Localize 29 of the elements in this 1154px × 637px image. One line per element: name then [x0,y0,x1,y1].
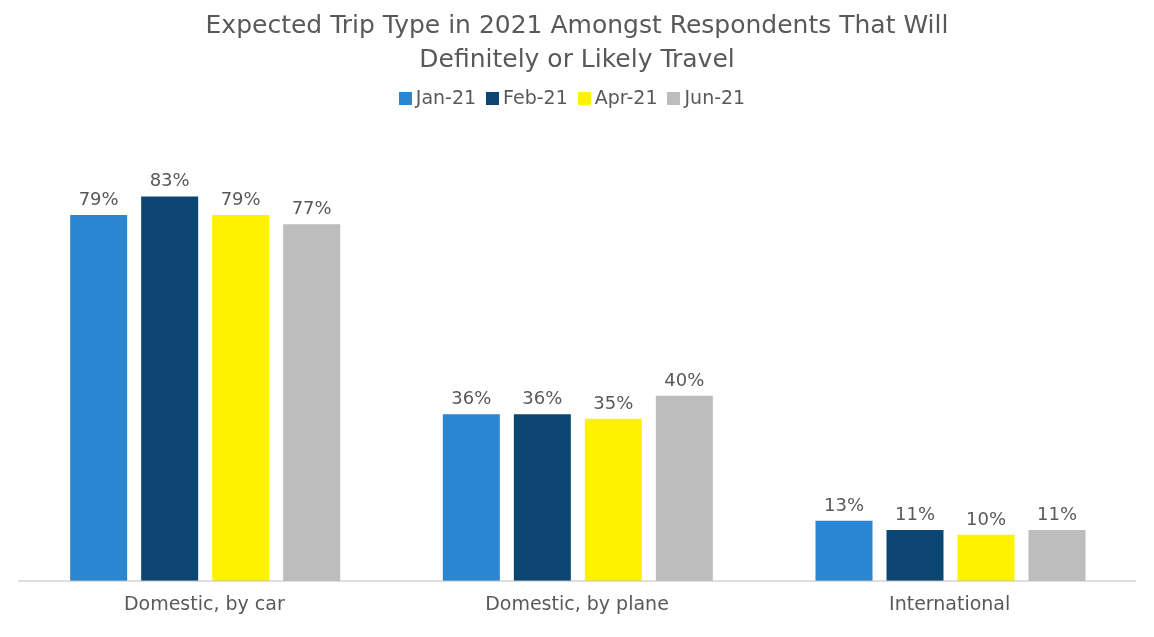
data-label: 40% [664,368,705,390]
legend-label: Jun-21 [684,86,746,108]
bar [442,414,500,581]
bar [584,418,642,581]
bar [815,520,873,581]
data-label: 35% [593,391,634,413]
data-label: 13% [824,493,865,515]
data-label: 11% [1037,503,1078,525]
data-label: 11% [895,503,936,525]
legend-label: Feb-21 [503,86,568,108]
legend-label: Jan-21 [415,86,477,108]
bar [212,214,270,581]
bar [957,534,1015,581]
x-tick-label: Domestic, by car [123,592,285,615]
legend-label: Apr-21 [594,86,658,108]
data-label: 36% [522,387,563,409]
x-tick-label: International [889,592,1011,615]
bar [886,530,944,581]
data-label: 83% [149,169,190,191]
data-label: 36% [451,387,492,409]
chart-title: Expected Trip Type in 2021 Amongst Respondents That Will Definitely or Likely Travel [204,9,950,75]
bar [70,214,128,581]
bar [141,196,199,581]
bar [513,414,571,581]
data-label: 79% [78,187,119,209]
data-label: 79% [220,187,261,209]
x-tick-label: Domestic, by plane [485,592,669,615]
data-label: 77% [291,197,332,219]
data-label: 10% [966,507,1007,529]
